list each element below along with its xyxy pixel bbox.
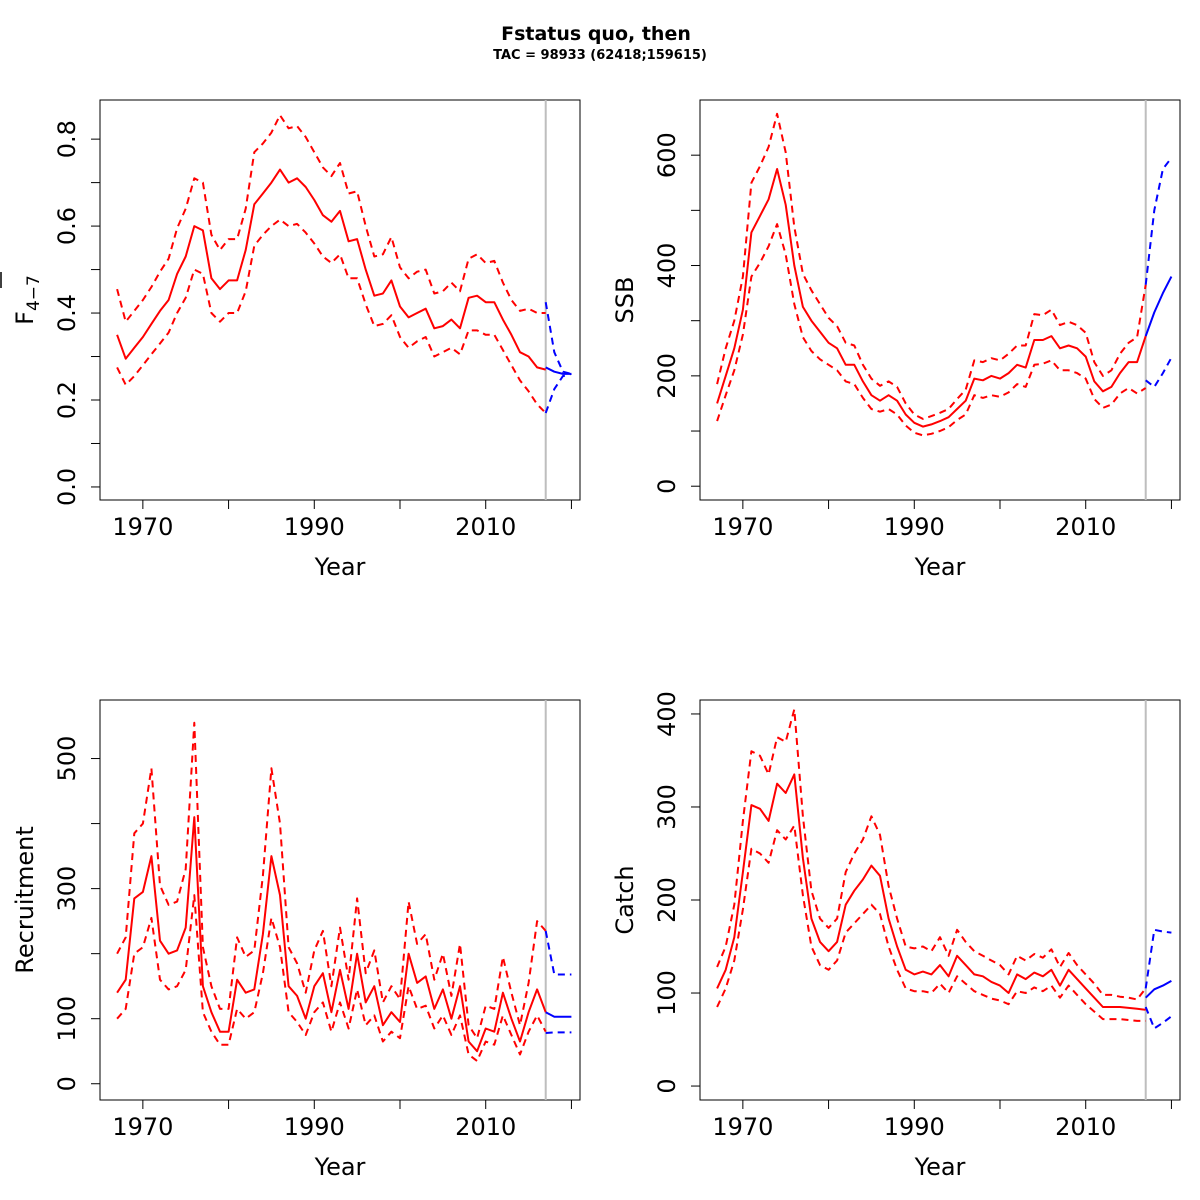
forecast-lower-line xyxy=(544,372,572,414)
panel-ssb: 1970 1990 2010 0 200 400 600 Year SSB xyxy=(611,99,1181,581)
y-tick-label: 200 xyxy=(653,877,681,923)
forecast-median-line xyxy=(1145,980,1172,999)
history-upper-line xyxy=(716,708,1147,1001)
x-tick-label: 1990 xyxy=(884,513,945,541)
y-tick-label: 100 xyxy=(53,996,81,1042)
x-tick-label: 1970 xyxy=(112,513,173,541)
y-tick-label: 500 xyxy=(53,736,81,782)
forecast-lower-line xyxy=(1145,357,1173,388)
x-axis-label: Year xyxy=(914,1153,966,1181)
forecast-median-line xyxy=(1144,276,1173,337)
panel-recruitment: 1970 1990 2010 0 100 300 500 Year Recruitment xyxy=(11,699,581,1181)
y-tick-label: 600 xyxy=(653,132,681,178)
history-median-line xyxy=(716,168,1147,428)
forecast-upper-line xyxy=(1144,157,1173,285)
y-tick-label: 300 xyxy=(53,866,81,912)
history-median-line xyxy=(716,773,1146,1011)
history-lower-line xyxy=(116,218,547,414)
y-tick-label: 400 xyxy=(653,243,681,289)
figure-title: Fstatus quo, then xyxy=(501,23,691,45)
history-upper-line xyxy=(116,721,547,1040)
x-tick-label: 1970 xyxy=(712,1113,773,1141)
history-upper-line xyxy=(716,112,1147,420)
y-tick-label: 0 xyxy=(653,1078,681,1093)
x-tick-label: 2010 xyxy=(455,1113,516,1141)
history-upper-line xyxy=(116,114,546,323)
x-tick-label: 1990 xyxy=(884,1113,945,1141)
y-tick-label: 0 xyxy=(653,479,681,494)
y-tick-label: 0.8 xyxy=(53,120,81,158)
y-tick-label: 200 xyxy=(653,353,681,399)
history-median-line xyxy=(116,816,547,1053)
history-lower-line xyxy=(116,894,547,1062)
y-tick-label: 0 xyxy=(53,1076,81,1091)
plot-frame xyxy=(699,99,1181,501)
history-lower-line xyxy=(716,223,1147,437)
y-axis-label-subscript: 4−7 xyxy=(24,275,44,311)
y-tick-label: 0.0 xyxy=(53,468,81,506)
x-axis-label: Year xyxy=(914,553,966,581)
y-tick-label: 300 xyxy=(653,784,681,830)
y-tick-label: 0.2 xyxy=(53,381,81,419)
x-axis-label: Year xyxy=(314,1153,366,1181)
forecast-lower-line xyxy=(545,1031,572,1034)
y-axis-label: Catch xyxy=(611,865,639,934)
y-tick-label: 400 xyxy=(653,691,681,737)
plot-frame xyxy=(99,99,581,501)
x-tick-label: 2010 xyxy=(1055,1113,1116,1141)
forecast-upper-line xyxy=(544,302,572,375)
x-tick-label: 1990 xyxy=(284,1113,345,1141)
y-tick-label: 0.4 xyxy=(53,294,81,332)
x-tick-label: 1970 xyxy=(712,513,773,541)
forecast-median-line xyxy=(545,366,572,375)
plot-frame xyxy=(99,699,581,1101)
y-axis-label: Recruitment xyxy=(11,826,39,973)
forecast-upper-line xyxy=(1144,928,1172,989)
x-tick-label: 2010 xyxy=(455,513,516,541)
x-tick-label: 2010 xyxy=(1055,513,1116,541)
panel-catch: 1970 1990 2010 0 100 200 300 400 Year Catch xyxy=(611,691,1181,1181)
figure-subtitle: TAC = 98933 (62418;159615) xyxy=(493,48,707,63)
history-lower-line xyxy=(716,824,1146,1022)
panel-fbar: 1970 1990 2010 0.0 0.2 0.4 0.6 0.8 Year F4−7 xyxy=(0,99,581,581)
y-tick-label: 100 xyxy=(653,970,681,1016)
x-tick-label: 1990 xyxy=(284,513,345,541)
y-tick-label: 0.6 xyxy=(53,207,81,245)
forecast-median-line xyxy=(545,1011,572,1018)
y-axis-label: F4−7 xyxy=(11,275,44,325)
x-axis-label: Year xyxy=(314,553,366,581)
forecast-upper-line xyxy=(544,930,572,976)
x-tick-label: 1970 xyxy=(112,1113,173,1141)
forecast-lower-line xyxy=(1144,1006,1173,1030)
y-axis-label: SSB xyxy=(611,277,639,324)
history-median-line xyxy=(116,168,546,371)
